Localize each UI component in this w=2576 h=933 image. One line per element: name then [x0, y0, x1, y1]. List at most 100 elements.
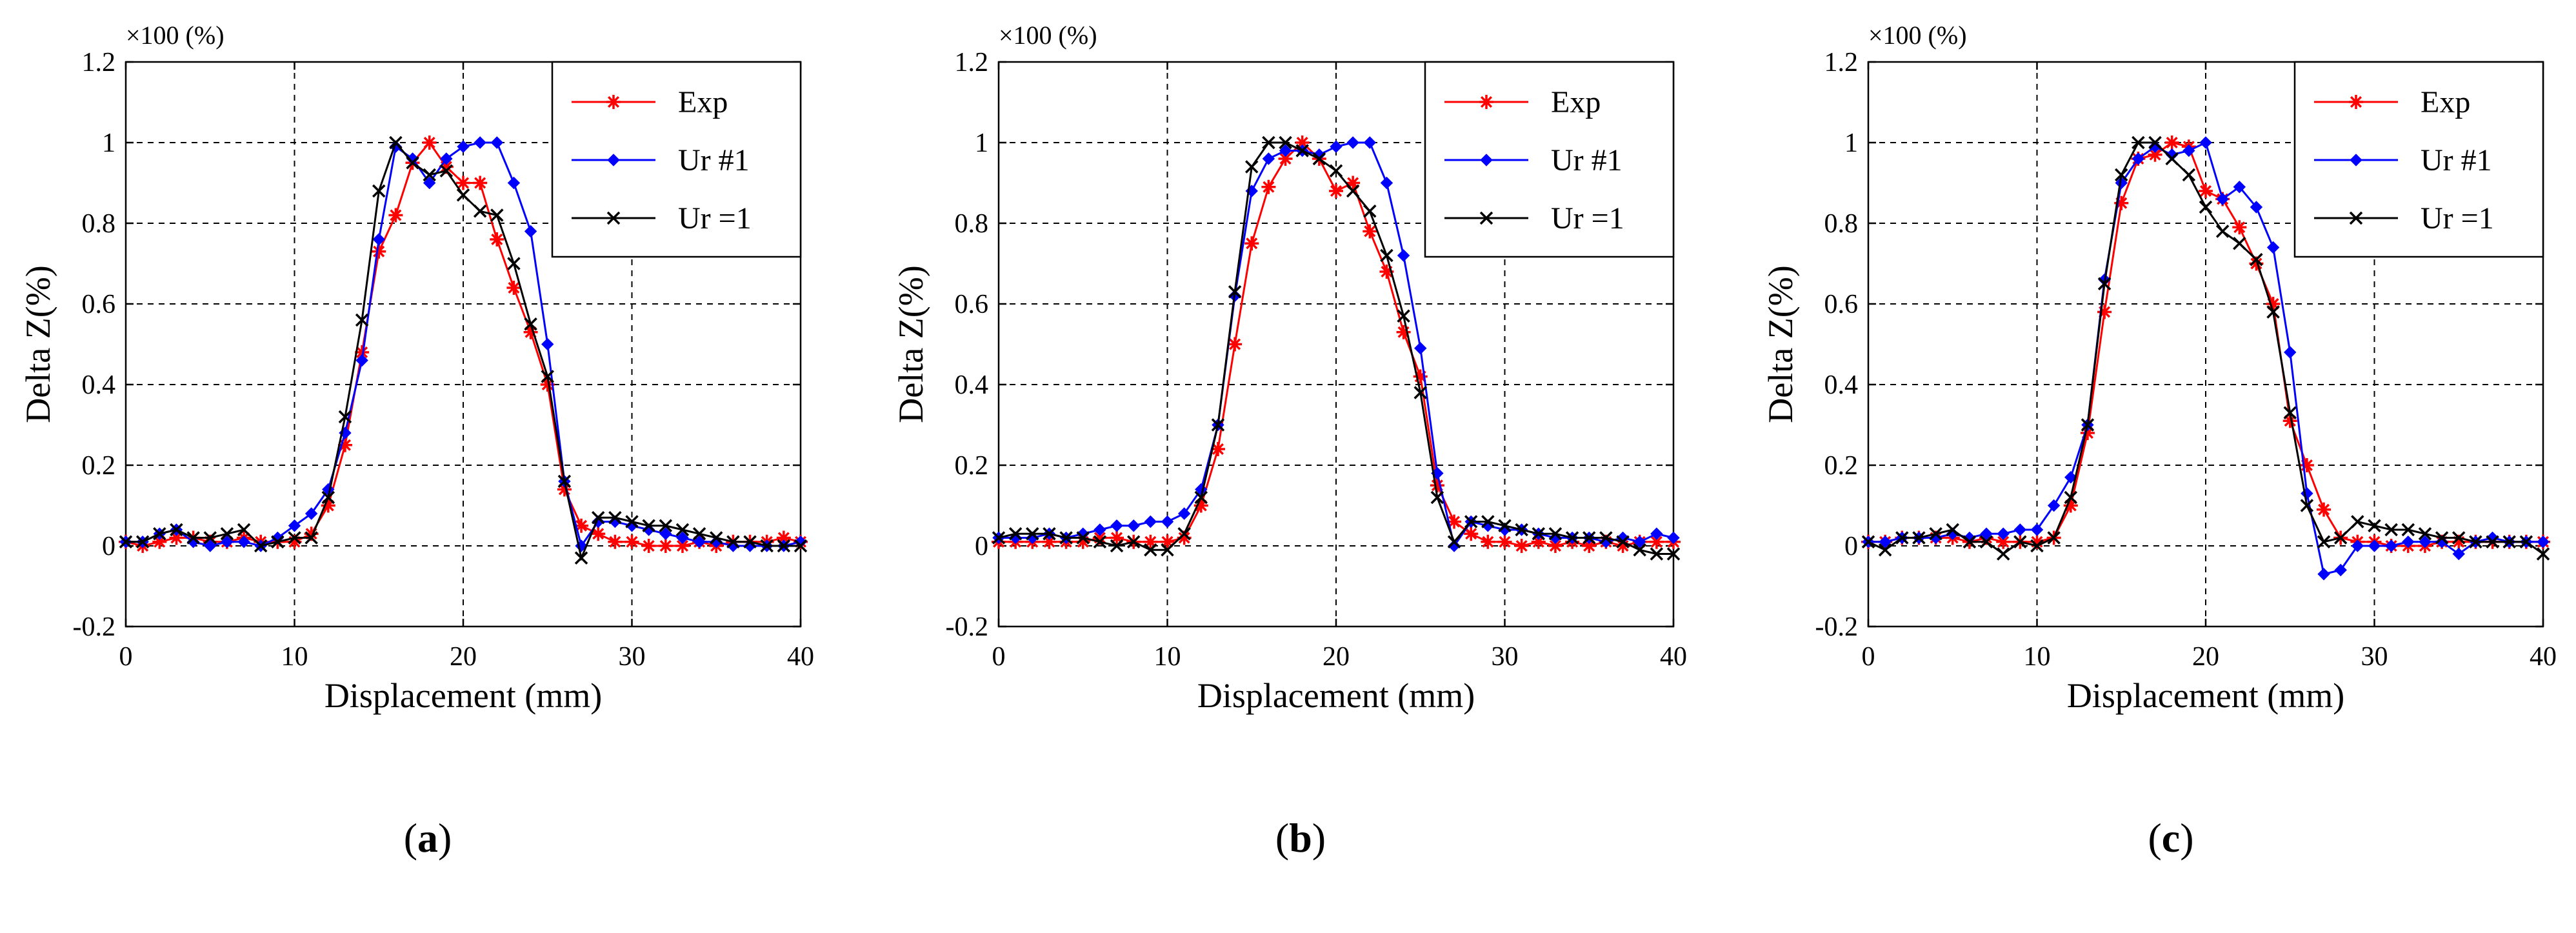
chart-b-xtick-label-1: 10: [1154, 642, 1181, 672]
chart-b-series-1-point-2: [1026, 531, 1039, 545]
chart-b-series-0-point-22: [1363, 224, 1377, 239]
chart-b-series-1-point-21: [1346, 136, 1359, 149]
chart-c-series-2-point-23: [2250, 253, 2263, 266]
chart-c-series-2-point-12: [2064, 490, 2078, 505]
chart-b-series-0-point-14: [1228, 337, 1243, 352]
chart-a-series-2-point-31: [642, 519, 655, 532]
chart-a-series-1-point-22: [490, 136, 504, 149]
chart-c-series-1-point-23: [2250, 201, 2263, 214]
chart-a-series-2-point-28: [591, 511, 605, 525]
chart-a-series-1-point-31: [642, 523, 655, 536]
chart-b-ylabel: Delta Z(%): [892, 265, 930, 423]
chart-a-series-1-point-25: [541, 337, 554, 351]
chart-b-series-1-point-40: [1667, 531, 1680, 545]
chart-b-series-0-point-39: [1649, 534, 1664, 549]
chart-b-series-2-point-32: [1532, 527, 1546, 541]
chart-a-legend-label-2: Ur =1: [678, 201, 752, 236]
chart-a-ytick-label-6: 1: [102, 128, 115, 158]
chart-c-series-2-point-39: [2519, 535, 2533, 548]
chart-a-series-2-point-21: [473, 205, 487, 218]
chart-a-series-2-point-29: [608, 511, 622, 525]
chart-c-series-0-point-35: [2451, 534, 2466, 549]
chart-c-series-1-point-1: [1879, 536, 1892, 548]
chart-b-series-1-point-11: [1177, 507, 1191, 520]
chart-b-xtick-label-4: 40: [1660, 642, 1687, 672]
chart-a-series-2-point-7: [237, 523, 251, 537]
chart-c-series-2-point-32: [2401, 523, 2415, 537]
chart-a-series-2-point-27: [574, 551, 588, 565]
chart-b-series-2-point-0: [992, 531, 1006, 545]
chart-c-series-0-point-18: [2164, 135, 2179, 150]
chart-b-series-2-point-37: [1616, 535, 1630, 548]
chart-a-series-2-point-8: [254, 539, 268, 553]
chart-a-series-1-point-32: [659, 527, 672, 540]
chart-b-series-2-point-34: [1565, 531, 1579, 545]
chart-c-ytick-label-3: 0.4: [1824, 370, 1859, 400]
chart-a-legend-label-1: Ur #1: [678, 143, 750, 177]
chart-a-series-2-point-40: [794, 539, 808, 553]
chart-b-series-2-point-6: [1093, 535, 1107, 548]
chart-c-series-2-point-8: [1996, 547, 2010, 561]
chart-b-xtick-label-3: 30: [1492, 642, 1519, 672]
chart-b-series-0-point-9: [1143, 534, 1158, 549]
chart-a-series-2-point-25: [541, 370, 554, 383]
chart-c-series-2-point-40: [2536, 547, 2550, 561]
chart-a-series-0-point-10: [287, 534, 302, 549]
chart-a-series-0-point-30: [624, 534, 639, 549]
chart-a-series-2-point-2: [153, 527, 166, 541]
chart-c-series-0-point-20: [2199, 184, 2213, 198]
chart-a-xlabel: Displacement (mm): [324, 676, 602, 715]
chart-b-series-1-point-9: [1144, 515, 1157, 528]
chart-b-series-0-point-23: [1379, 265, 1394, 279]
chart-c-series-2-point-35: [2452, 531, 2466, 545]
chart-a-legend-marker-1: [607, 154, 620, 166]
chart-b-ytick-label-7: 1.2: [955, 48, 989, 77]
chart-c-ytick-label-0: -0.2: [1815, 612, 1859, 642]
chart-a-xtick-label-4: 40: [787, 642, 814, 672]
chart-a-series-2-point-23: [507, 257, 521, 270]
chart-b-series-2-point-12: [1194, 490, 1208, 505]
chart-b-series-0-point-5: [1075, 534, 1090, 549]
chart-b-ytick-label-2: 0.2: [955, 451, 989, 481]
chart-a-series-2-point-15: [372, 184, 386, 198]
chart-b-series-0-point-24: [1396, 325, 1411, 339]
chart-b-ytick-label-0: -0.2: [946, 612, 989, 642]
chart-a-legend-marker-0: [606, 95, 621, 109]
chart-c-series-2-point-37: [2486, 535, 2499, 548]
chart-a-series-1-point-15: [372, 233, 385, 246]
chart-a-series-0-point-32: [658, 539, 673, 553]
chart-b-series-2-point-5: [1076, 531, 1090, 545]
chart-a-ytick-label-1: 0: [102, 532, 115, 561]
chart-c-series-2-point-19: [2182, 168, 2196, 182]
chart-b: 0 10 20 30 40-0.200.20.40.60.811.2×100 (%)Di…: [892, 21, 1687, 715]
chart-c-legend: Exp Ur #1 Ur =1: [2293, 61, 2544, 258]
chart-c-series-2-point-34: [2435, 531, 2449, 545]
chart-c-ytick-label-1: 0: [1844, 532, 1858, 561]
caption-a-label: a: [417, 815, 438, 861]
chart-a-series-1-point-34: [693, 536, 706, 548]
chart-b-xtick-label-0: 0: [992, 642, 1006, 672]
chart-a-series-1-point-11: [305, 507, 318, 520]
chart-b-series-0-point-37: [1615, 539, 1630, 553]
chart-b-series-0-point-21: [1346, 176, 1361, 190]
chart-a-series-2-point-24: [524, 317, 537, 331]
chart-b-series-2: [992, 135, 1681, 561]
chart-b-series-2-point-33: [1548, 527, 1563, 541]
chart-c-series-2-point-17: [2148, 135, 2162, 150]
chart-a-series-1-point-18: [423, 176, 436, 190]
chart-b-ytick-label-4: 0.6: [955, 290, 989, 319]
chart-c-series-2-point-21: [2215, 225, 2230, 238]
chart-b-series-2-point-16: [1262, 135, 1275, 150]
chart-b-series-1-point-25: [1414, 342, 1427, 355]
chart-c-series-1-point-12: [2064, 471, 2077, 484]
chart-b-series-1-point-27: [1448, 539, 1461, 552]
chart-b-legend-marker-1: [1480, 154, 1493, 166]
chart-c-series-2-point-18: [2165, 152, 2179, 166]
chart-b-series-0-point-10: [1160, 534, 1175, 549]
chart-c-series-2-point-14: [2097, 277, 2112, 290]
chart-a-series-2-point-37: [743, 535, 757, 548]
chart-c-series-2-point-4: [1929, 527, 1942, 541]
chart-a-xtick-label-3: 30: [619, 642, 646, 672]
chart-c-series-2-point-10: [2030, 539, 2044, 553]
chart-b-ytick-label-1: 0: [975, 532, 988, 561]
